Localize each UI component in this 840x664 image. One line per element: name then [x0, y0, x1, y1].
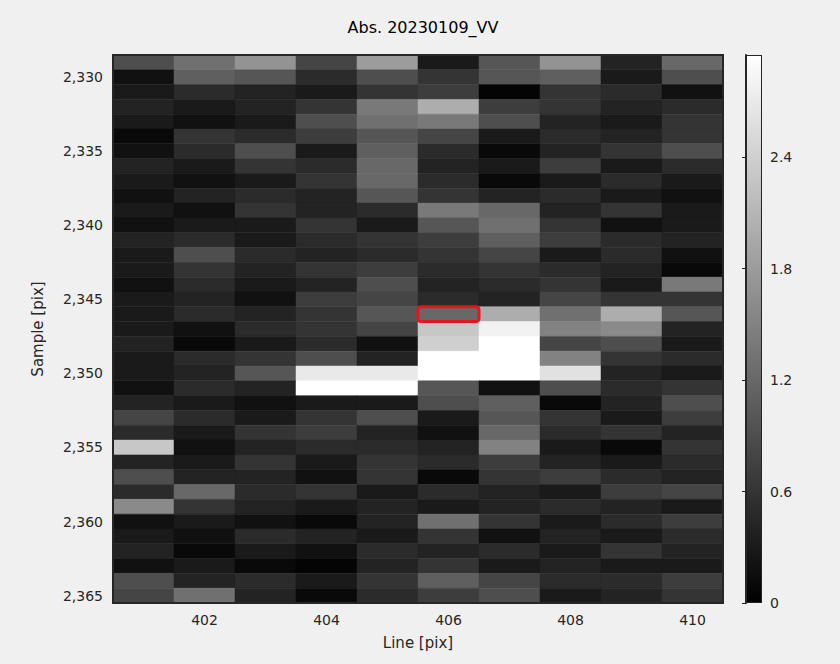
- svg-text:404: 404: [313, 612, 340, 628]
- svg-text:0.6: 0.6: [770, 484, 792, 500]
- svg-text:2,360: 2,360: [63, 514, 103, 530]
- svg-text:1.8: 1.8: [770, 261, 792, 277]
- svg-text:406: 406: [435, 612, 462, 628]
- svg-text:Sample [pix]: Sample [pix]: [29, 281, 47, 376]
- svg-text:Line [pix]: Line [pix]: [383, 634, 453, 652]
- svg-text:2,350: 2,350: [63, 365, 103, 381]
- svg-text:Abs. 20230109_VV: Abs. 20230109_VV: [348, 18, 499, 38]
- svg-text:1.2: 1.2: [770, 372, 792, 388]
- svg-text:2,345: 2,345: [63, 291, 103, 307]
- svg-text:0: 0: [770, 595, 779, 611]
- svg-text:2,330: 2,330: [63, 69, 103, 85]
- svg-text:2,365: 2,365: [63, 588, 103, 604]
- svg-text:2,335: 2,335: [63, 143, 103, 159]
- svg-text:408: 408: [557, 612, 584, 628]
- svg-text:2.4: 2.4: [770, 149, 792, 165]
- svg-text:2,355: 2,355: [63, 439, 103, 455]
- svg-text:410: 410: [679, 612, 706, 628]
- svg-text:2,340: 2,340: [63, 217, 103, 233]
- svg-text:402: 402: [191, 612, 218, 628]
